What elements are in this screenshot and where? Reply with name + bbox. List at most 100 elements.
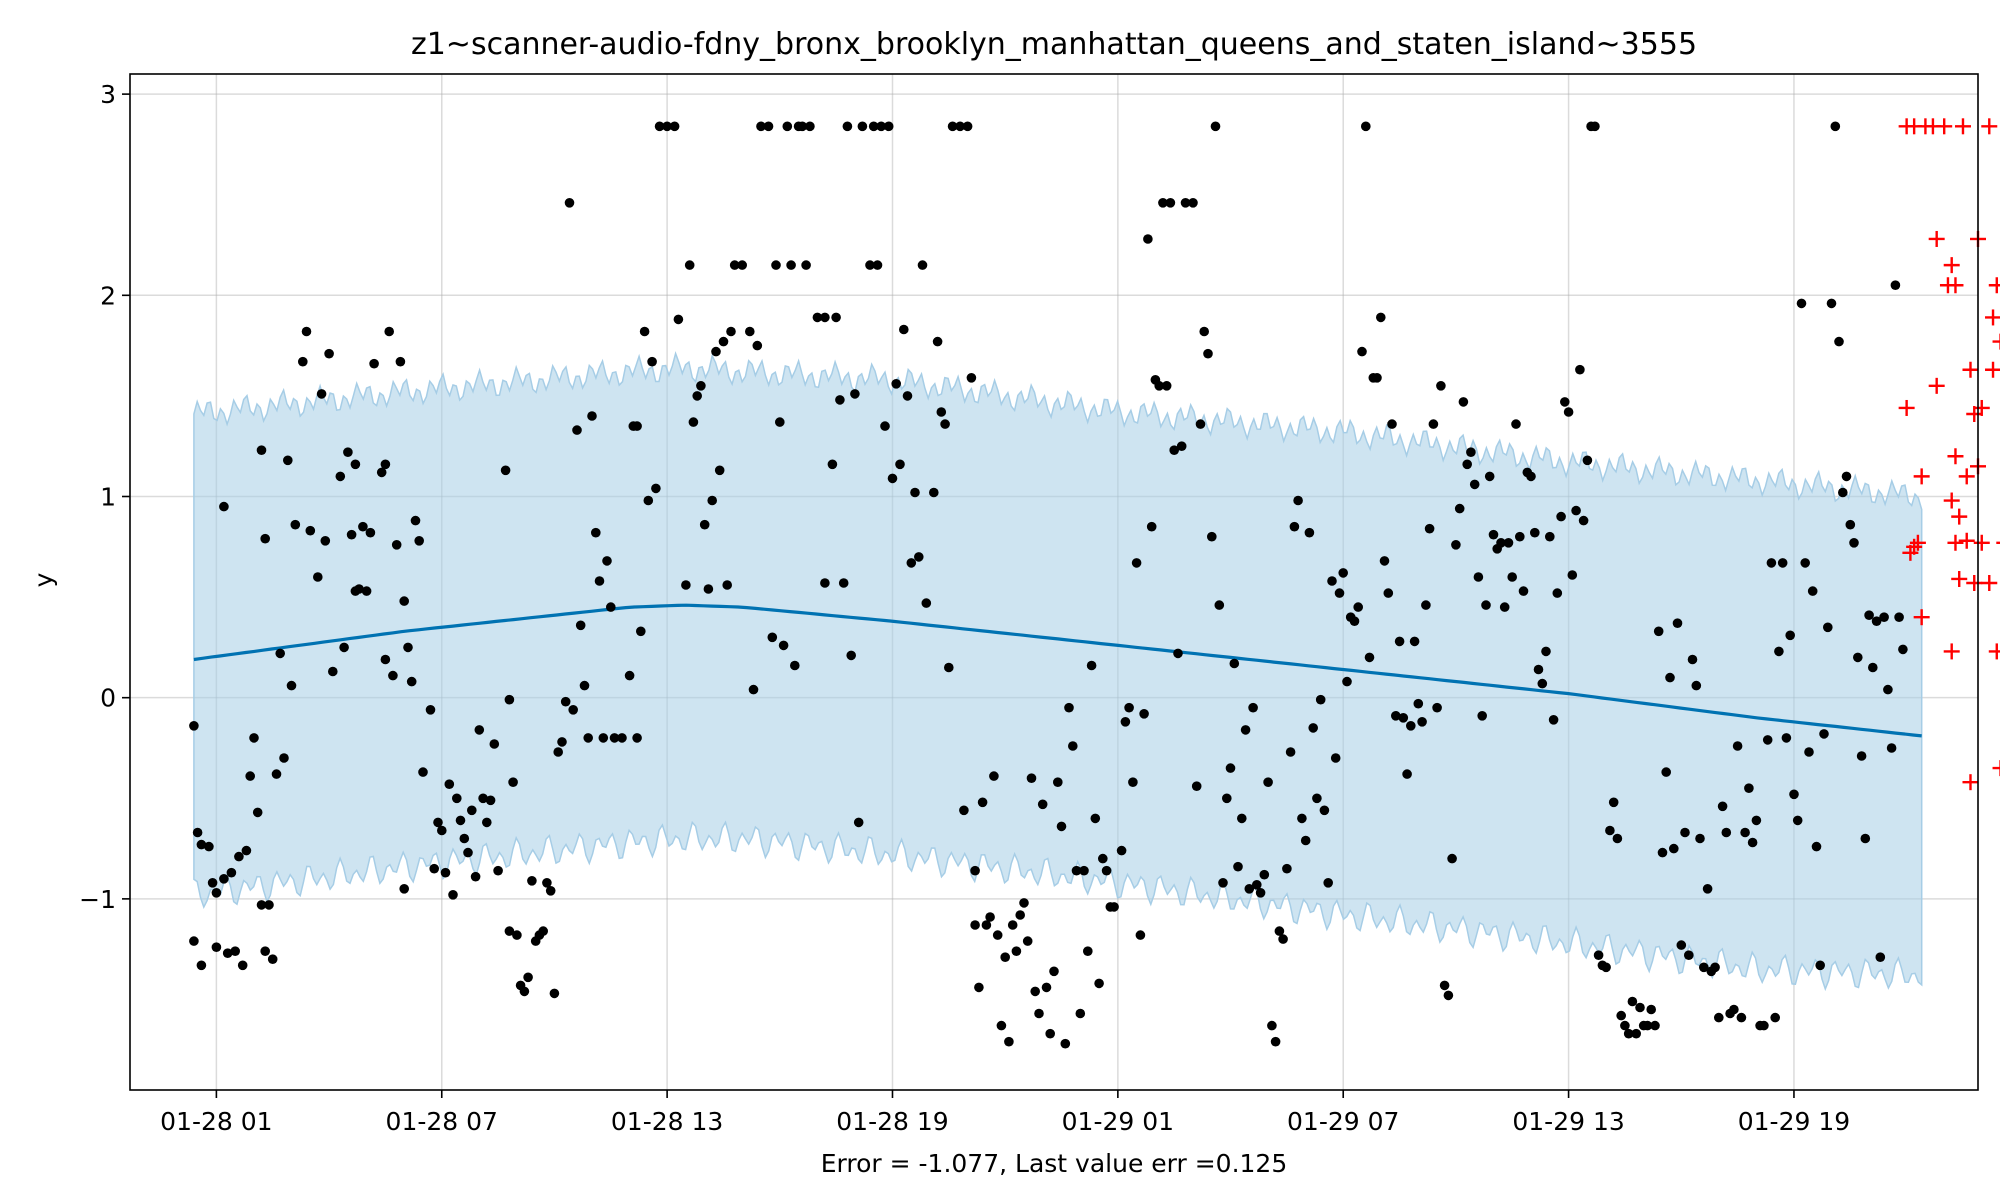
observed-point — [699, 519, 710, 530]
x-tick-label: 01-29 19 — [1738, 1107, 1850, 1136]
observed-point — [470, 871, 481, 882]
observed-point — [399, 596, 410, 606]
observed-point — [1898, 644, 1908, 655]
observed-point — [1860, 833, 1871, 844]
observed-point — [1777, 558, 1788, 568]
observed-point — [478, 793, 488, 804]
observed-point — [1022, 936, 1033, 946]
observed-point — [1729, 1004, 1739, 1015]
observed-point — [542, 878, 552, 888]
observed-point — [1560, 397, 1570, 407]
observed-point — [1563, 407, 1574, 417]
observed-point — [219, 501, 229, 512]
observed-point — [219, 874, 229, 884]
observed-point — [1398, 713, 1409, 723]
observed-point — [974, 982, 984, 993]
observed-point — [989, 771, 999, 781]
observed-point — [519, 986, 530, 997]
observed-point — [651, 483, 661, 494]
future-point — [1936, 118, 1953, 135]
observed-point — [1417, 717, 1427, 727]
observed-point — [564, 198, 575, 208]
observed-point — [1710, 962, 1720, 973]
uncertainty-band — [193, 350, 1923, 992]
observed-point — [1240, 725, 1251, 735]
observed-point — [1191, 781, 1202, 791]
observed-point — [1049, 966, 1059, 977]
observed-point — [523, 972, 533, 983]
observed-point — [1714, 1012, 1724, 1023]
future-point — [1951, 570, 1968, 587]
observed-point — [1484, 471, 1495, 482]
observed-point — [1826, 298, 1837, 309]
observed-point — [1612, 833, 1623, 844]
observed-point — [376, 467, 387, 478]
observed-point — [1890, 280, 1901, 291]
observed-point — [354, 584, 364, 594]
observed-point — [579, 680, 590, 691]
observed-point — [636, 626, 646, 637]
observed-point — [681, 580, 691, 590]
observed-point — [1830, 121, 1841, 132]
observed-point — [1582, 455, 1593, 466]
observed-point — [846, 650, 856, 661]
observed-point — [1053, 777, 1063, 787]
observed-point — [865, 260, 875, 270]
observed-point — [549, 988, 560, 999]
observed-point — [745, 326, 755, 337]
observed-point — [1593, 950, 1604, 960]
observed-point — [361, 586, 372, 596]
observed-point — [1338, 568, 1348, 578]
observed-point — [1702, 884, 1713, 894]
observed-point — [1631, 1028, 1641, 1039]
observed-point — [463, 847, 473, 858]
observed-point — [1687, 654, 1698, 665]
observed-point — [726, 326, 736, 337]
observed-point — [1477, 711, 1487, 721]
observed-point — [722, 580, 732, 590]
observed-point — [572, 425, 582, 435]
observed-point — [778, 640, 789, 651]
observed-point — [827, 459, 838, 470]
observed-point — [448, 890, 458, 900]
observed-point — [1548, 715, 1559, 725]
observed-point — [782, 121, 793, 132]
observed-point — [1237, 813, 1247, 824]
observed-point — [944, 662, 954, 673]
observed-point — [504, 926, 515, 936]
future-point — [1951, 508, 1968, 525]
observed-point — [981, 920, 992, 930]
future-point — [1913, 609, 1930, 626]
future-point — [1996, 541, 2000, 544]
observed-point — [899, 324, 909, 335]
observed-point — [211, 888, 222, 898]
observed-point — [617, 733, 627, 743]
observed-point — [1653, 626, 1664, 637]
observed-point — [1383, 588, 1394, 598]
observed-point — [1312, 793, 1322, 804]
observed-point — [887, 473, 898, 484]
observed-point — [1518, 586, 1529, 596]
chart-title: z1~scanner-audio-fdny_bronx_brooklyn_man… — [411, 27, 1697, 62]
observed-point — [1188, 198, 1198, 208]
future-point — [1902, 544, 1919, 561]
observed-point — [1511, 419, 1521, 429]
observed-point — [1883, 684, 1893, 695]
observed-point — [1409, 636, 1420, 647]
observed-point — [1131, 558, 1142, 568]
observed-point — [512, 930, 522, 940]
observed-point — [696, 381, 706, 391]
observed-point — [283, 455, 293, 466]
observed-point — [1650, 1020, 1660, 1031]
observed-point — [895, 459, 905, 470]
observed-point — [1101, 865, 1112, 876]
observed-point — [1815, 960, 1825, 971]
future-point — [1981, 575, 1998, 592]
observed-point — [1458, 397, 1469, 407]
observed-point — [996, 1020, 1007, 1031]
observed-point — [452, 793, 462, 804]
observed-point — [1090, 813, 1101, 824]
observed-point — [970, 920, 980, 930]
observed-point — [324, 348, 334, 359]
observed-point — [1436, 381, 1446, 391]
